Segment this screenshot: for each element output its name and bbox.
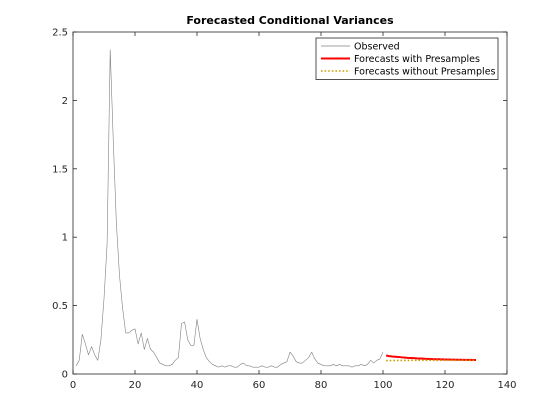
x-tick-label: 80: [315, 380, 328, 391]
y-tick-label: 2: [62, 96, 68, 107]
legend-label-1: Forecasts with Presamples: [354, 54, 480, 65]
y-tick-label: 2.5: [52, 28, 68, 39]
x-tick-label: 0: [70, 380, 76, 391]
y-tick-label: 0.5: [52, 301, 68, 312]
x-tick-label: 140: [497, 380, 516, 391]
x-tick-label: 40: [191, 380, 204, 391]
y-tick-label: 0: [62, 370, 68, 381]
y-tick-label: 1: [62, 233, 68, 244]
x-tick-label: 100: [373, 380, 392, 391]
x-tick-label: 60: [253, 380, 266, 391]
x-tick-label: 20: [129, 380, 142, 391]
axes-box: [72, 31, 508, 375]
legend-label-0: Observed: [354, 42, 400, 53]
plot-area: 0 20 40 60 80 100 120 140 0 0.5 1 1.5 2 2.5: [52, 28, 516, 392]
chart-title: Forecasted Conditional Variances: [186, 14, 394, 27]
series-line-1: [385, 354, 476, 362]
legend-label-2: Forecasts without Presamples: [354, 67, 496, 78]
series-line-0: [75, 49, 384, 368]
x-tick-label: 120: [435, 380, 454, 391]
y-tick-label: 1.5: [52, 164, 68, 175]
